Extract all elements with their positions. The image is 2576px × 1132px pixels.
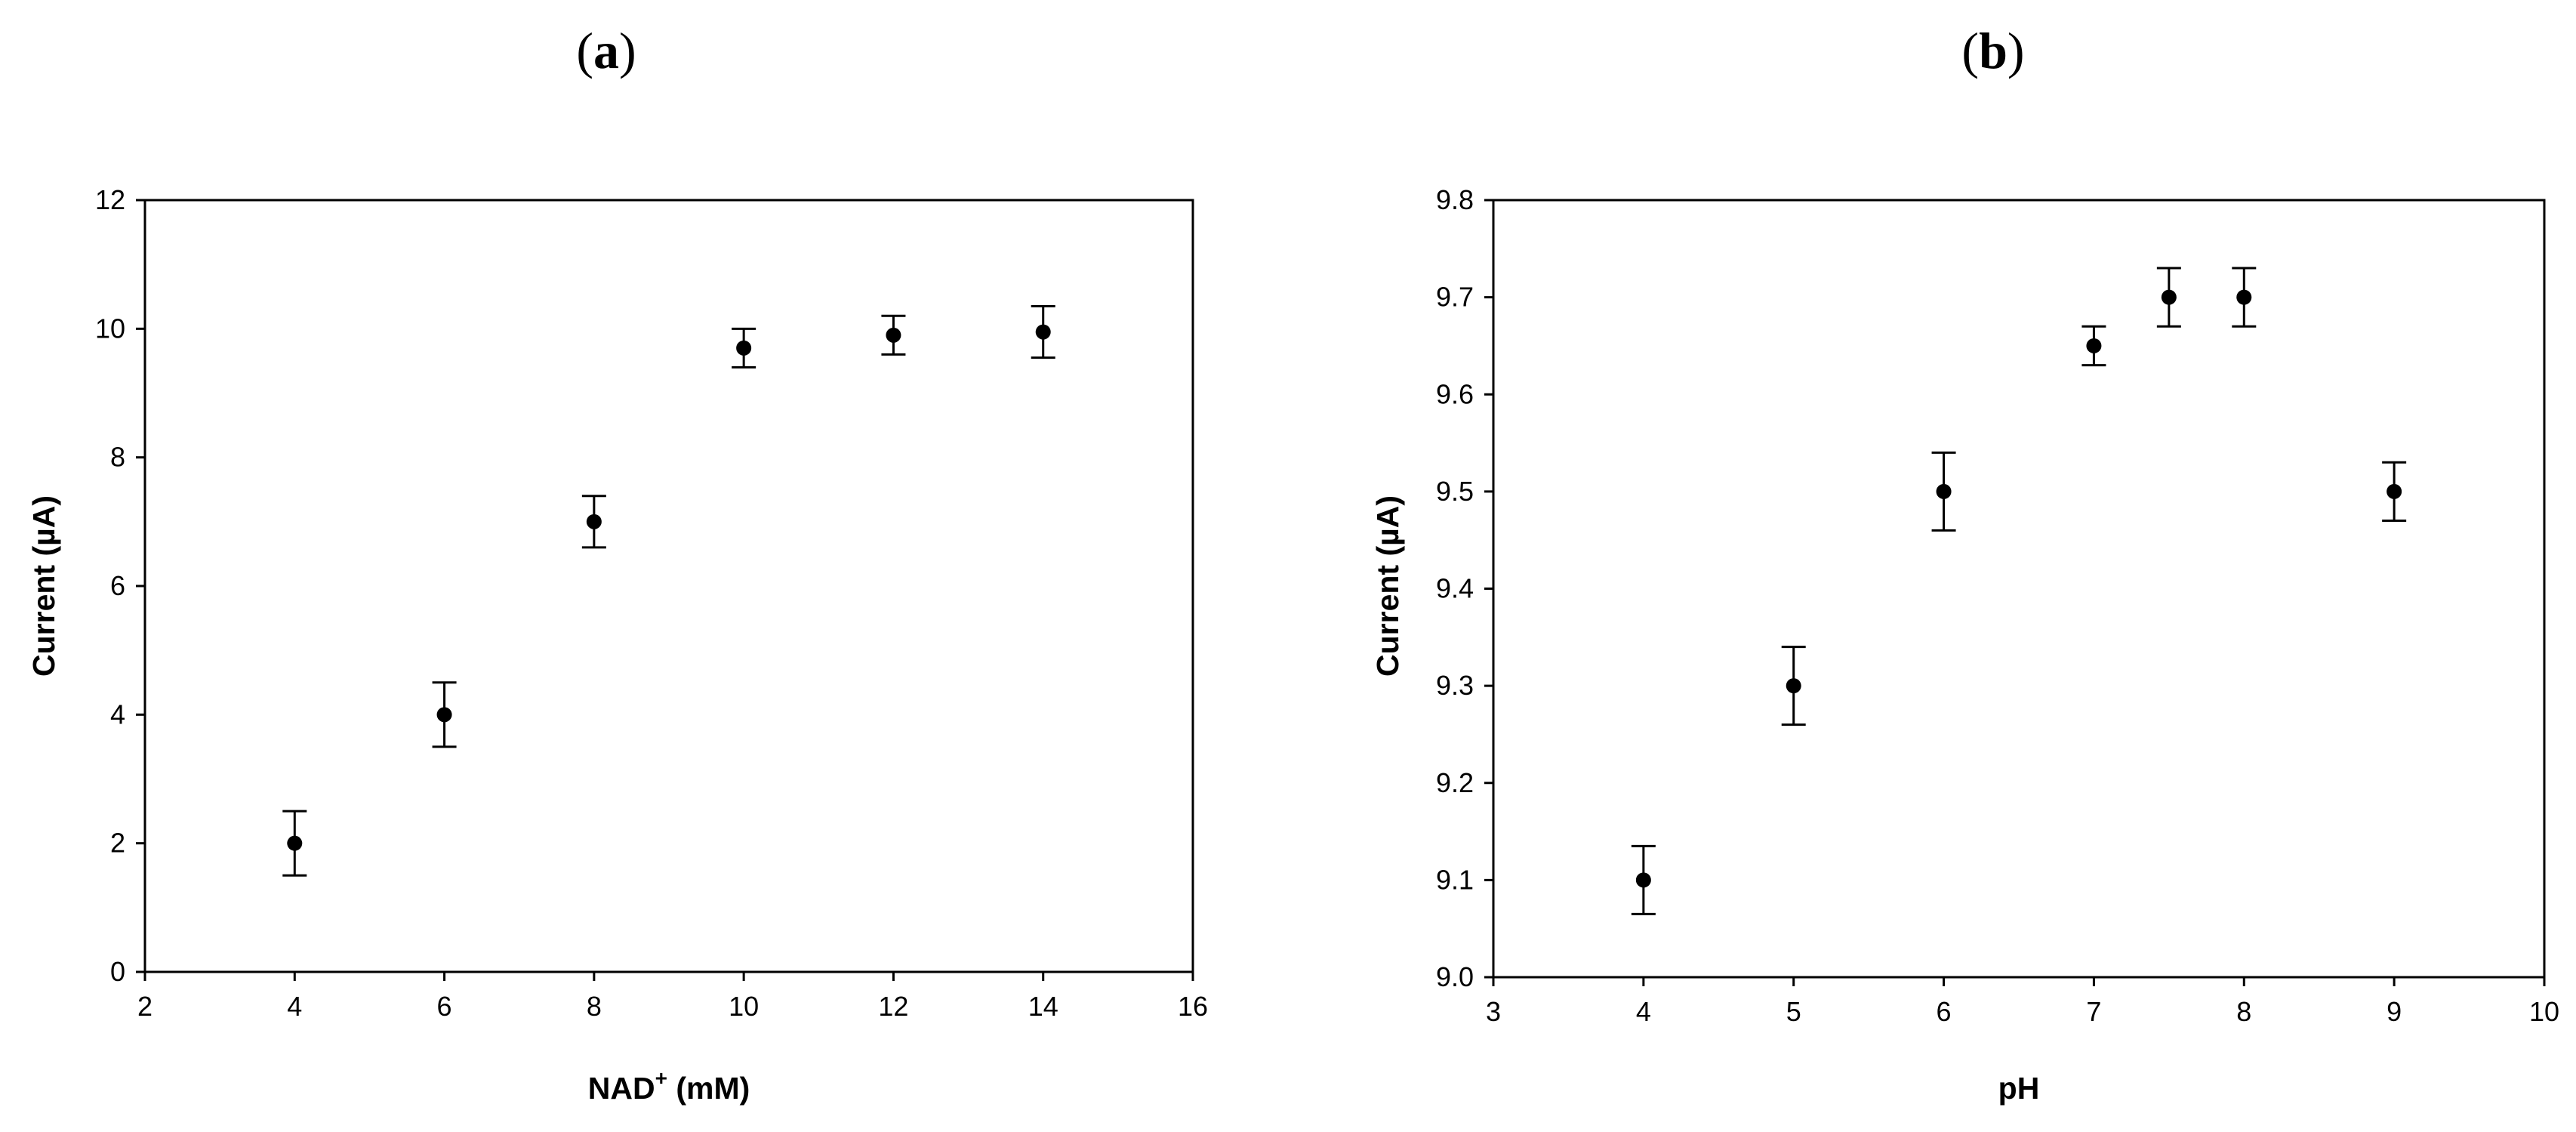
y-tick-label-b-6: 9.6: [1436, 378, 1474, 409]
x-tick-label-a-4: 10: [729, 991, 759, 1022]
data-points-a: [282, 305, 1055, 877]
y-tick-label-b-1: 9.1: [1436, 864, 1474, 895]
x-tick-label-a-2: 6: [437, 991, 452, 1022]
y-tick-label-b-8: 9.8: [1436, 184, 1474, 215]
data-point-b-1: [1786, 678, 1801, 694]
data-point-a-1: [436, 707, 452, 723]
y-axis-label-b: Current (µA): [1370, 495, 1405, 677]
y-tick-label-a-4: 8: [110, 442, 125, 473]
data-point-b-2: [1936, 483, 1952, 499]
panel-letter-b: b: [1979, 22, 2007, 79]
data-point-a-4: [886, 327, 901, 343]
data-point-a-3: [736, 340, 752, 356]
panel-letter-a: a: [593, 22, 619, 79]
data-point-b-3: [2086, 338, 2102, 353]
y-tick-label-a-6: 12: [95, 184, 125, 215]
y-tick-label-a-2: 4: [110, 699, 125, 729]
x-tick-label-b-0: 3: [1486, 996, 1501, 1027]
y-axis-label-a: Current (µA): [26, 495, 61, 677]
x-tick-label-a-7: 16: [1178, 991, 1208, 1022]
x-tick-label-b-7: 10: [2529, 996, 2559, 1027]
y-tick-label-a-1: 2: [110, 828, 125, 859]
y-tick-label-a-5: 10: [95, 313, 125, 344]
x-axis-label-b: pH: [1998, 1071, 2040, 1106]
x-ticks-a: 2 4 6 8 10 12 14 16: [137, 972, 1208, 1022]
x-tick-label-b-3: 6: [1937, 996, 1952, 1027]
x-tick-label-b-4: 7: [2086, 996, 2101, 1027]
x-tick-label-a-5: 12: [878, 991, 908, 1022]
x-tick-label-a-0: 2: [137, 991, 153, 1022]
data-point-b-4: [2161, 289, 2177, 305]
y-ticks-b: 9.0 9.1 9.2 9.3 9.4 9.5 9.6 9.7 9.8: [1436, 184, 1493, 992]
y-tick-label-b-0: 9.0: [1436, 961, 1474, 992]
y-ticks-a: 0 2 4 6 8 10 12: [95, 184, 145, 987]
plot-frame-b: [1492, 199, 2546, 979]
y-tick-label-b-4: 9.4: [1436, 573, 1474, 604]
x-tick-label-b-1: 4: [1636, 996, 1651, 1027]
data-point-a-5: [1035, 324, 1051, 340]
x-tick-label-a-6: 14: [1028, 991, 1058, 1022]
x-tick-label-b-2: 5: [1786, 996, 1801, 1027]
y-tick-label-b-5: 9.5: [1436, 476, 1474, 507]
panel-label-a: (a): [576, 22, 636, 79]
chart-panel-b: (b) 3 4 5 6 7 8 9 10 9.09.19.29.39.49.59.69.79.…: [1370, 22, 2559, 1106]
y-tick-label-b-7: 9.7: [1436, 282, 1474, 313]
data-point-b-5: [2236, 289, 2252, 305]
x-tick-label-a-3: 8: [587, 991, 602, 1022]
panel-label-b: (b): [1961, 22, 2024, 79]
x-tick-label-a-1: 4: [287, 991, 302, 1022]
data-point-b-0: [1635, 872, 1651, 888]
y-tick-label-b-2: 9.2: [1436, 767, 1474, 798]
plot-frame-a: [143, 199, 1194, 973]
y-tick-label-a-3: 6: [110, 570, 125, 601]
x-tick-label-b-5: 8: [2236, 996, 2251, 1027]
x-axis-label-a: NAD+ (mM): [588, 1066, 750, 1106]
data-point-b-6: [2386, 483, 2402, 499]
data-point-a-2: [586, 514, 602, 529]
data-points-b: [1631, 267, 2407, 915]
data-point-a-0: [287, 835, 303, 851]
x-ticks-b: 3 4 5 6 7 8 9 10: [1486, 977, 2559, 1027]
y-tick-label-a-0: 0: [110, 956, 125, 987]
y-tick-label-b-3: 9.3: [1436, 670, 1474, 701]
x-tick-label-b-6: 9: [2386, 996, 2402, 1027]
